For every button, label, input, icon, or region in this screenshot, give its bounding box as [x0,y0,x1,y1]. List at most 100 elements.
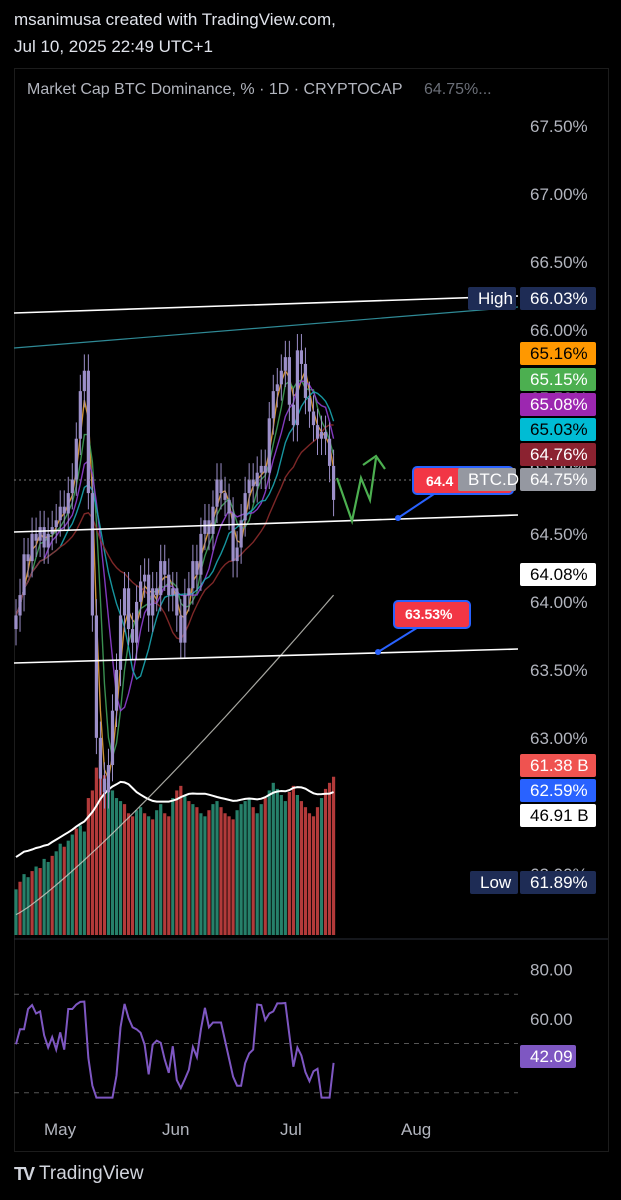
ma-value-badge [520,342,596,365]
volume-bar [331,776,336,935]
volume-bar [106,782,111,935]
candle-body [14,615,18,630]
volume-bar [22,874,26,935]
volume-bar [323,788,328,935]
callout-text-upper: 64.4 [426,473,453,489]
volume-bar [139,807,143,935]
volume-bar [271,782,275,935]
y-tick-label: 64.00% [530,593,588,612]
volume-bar [239,804,243,935]
candle-body [279,370,283,385]
callout-anchor [395,515,401,521]
candle-body [114,669,119,711]
candle-body [315,425,320,439]
volume-ma-badge-text: 46.91 B [530,806,589,825]
candle-body [267,418,271,473]
volume-pct-badge-text: 62.59% [530,781,588,800]
volume-bar [18,881,22,935]
callout-pointer [377,625,421,653]
candle-body [259,465,263,473]
x-tick-label: Jul [280,1120,302,1139]
candle-body [38,527,42,541]
candle-body [223,493,227,500]
candle-body [219,479,223,494]
candle-body [331,465,336,500]
candle-body [247,479,251,494]
volume-bar [62,846,66,935]
long-ma-badge-text: 64.08% [530,565,588,584]
volume-bar [251,807,255,935]
candle-body [82,370,86,392]
volume-bar [130,816,135,935]
volume-bar [299,801,304,935]
y-tick-label: 66.50% [530,253,588,272]
candle-body [159,561,163,596]
candle-body [118,615,123,670]
candle-body [175,588,179,616]
candle-body [34,533,38,541]
volume-bar [46,861,50,935]
moving-average-line [15,379,335,758]
volume-bar [315,807,320,935]
high-label [468,287,516,310]
low-value-badge [520,871,596,894]
ma-value-badge [520,393,596,416]
volume-bar [275,788,279,935]
teal-trend-line [13,306,519,349]
volume-bar [227,816,231,935]
volume-bar [102,775,107,935]
candle-body [287,357,291,405]
chart-last-value: 64.75%... [424,81,492,98]
volume-bar [267,790,271,935]
moving-average-line [15,390,335,680]
rsi-line [15,1000,335,1099]
volume-bar [307,813,312,935]
candle-body [327,438,332,466]
volume-bar [90,790,94,935]
candle-body [295,350,299,426]
candle-body [147,574,151,616]
volume-bar [26,877,30,935]
chart-panel[interactable] [14,68,609,1152]
volume-bar [78,825,82,935]
volume-bar [247,798,251,935]
candle-body [303,363,308,398]
volume-bar [243,801,247,935]
high-label-text: High [478,289,513,308]
volume-bar [187,801,191,935]
symbol-label [458,468,516,491]
candle-body [299,350,304,364]
long-ma-badge [520,563,596,586]
volume-bar [203,816,207,935]
candle-body [211,506,215,534]
volume-bar [259,804,263,935]
footer[interactable]: TV TradingView [14,1163,144,1185]
ma-value-badge-text: 65.16% [530,344,588,363]
volume-bar [118,801,123,935]
candle-body [130,629,135,643]
volume-bar [50,855,54,935]
y-tick-label: 64.50% [530,525,588,544]
volume-bar [82,831,86,935]
candle-body [18,595,22,616]
candle-body [86,370,90,494]
candle-body [163,561,167,575]
symbol-value-badge-text: 64.75% [530,470,588,489]
candle-body [239,520,243,548]
volume-bar [311,816,316,935]
ma-value-badge [520,418,596,441]
volume-bar [195,807,199,935]
volume-bar [327,782,332,935]
y-tick-label: 63.50% [530,661,588,680]
high-value-badge [520,287,596,310]
candle-body [155,588,159,596]
volume-value-badge [520,754,596,777]
ma-value-badge-text: 65.08% [530,395,588,414]
candle-body [275,384,279,392]
timestamp-line: Jul 10, 2025 22:49 UTC+1 [14,37,213,56]
ma-value-badge-text: 64.76% [530,445,588,464]
volume-bar [54,851,58,935]
candle-body [135,601,139,643]
volume-ma-badge [520,804,596,827]
